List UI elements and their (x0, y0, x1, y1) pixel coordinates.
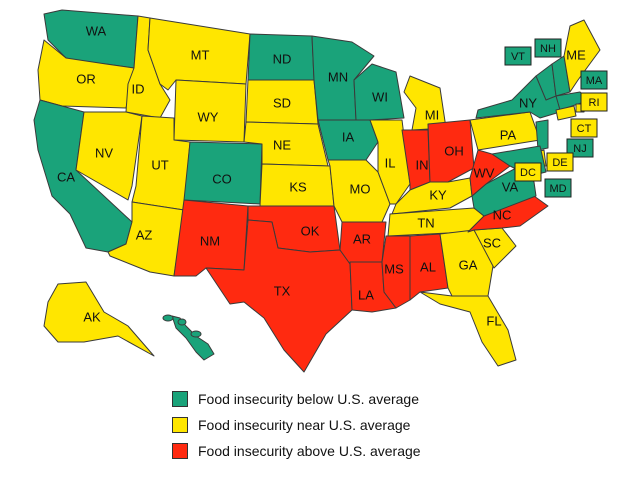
state-label-de: DE (546, 152, 574, 172)
state-label-in: IN (416, 157, 429, 172)
state-label-ri: RI (580, 92, 608, 112)
state-label-ks: KS (289, 179, 307, 194)
state-label-wa: WA (86, 23, 107, 38)
state-label-nj: NJ (566, 138, 594, 158)
svg-text:DE: DE (552, 157, 567, 169)
svg-text:MA: MA (586, 75, 603, 87)
legend: Food insecurity below U.S. average Food … (172, 388, 421, 466)
legend-swatch-near (172, 417, 188, 433)
svg-text:CT: CT (577, 123, 592, 135)
legend-swatch-below (172, 391, 188, 407)
state-label-ky: KY (429, 187, 447, 202)
state-label-mt: MT (191, 47, 210, 62)
state-label-ia: IA (342, 129, 355, 144)
legend-item-below: Food insecurity below U.S. average (172, 388, 421, 410)
state-label-sc: SC (483, 235, 501, 250)
state-label-oh: OH (444, 143, 464, 158)
legend-item-above: Food insecurity above U.S. average (172, 440, 421, 462)
state-label-nv: NV (95, 145, 113, 160)
state-label-ne: NE (273, 137, 291, 152)
legend-swatch-above (172, 443, 188, 459)
state-oh (427, 119, 475, 183)
svg-text:VT: VT (511, 51, 525, 63)
svg-text:RI: RI (589, 97, 600, 109)
state-label-id: ID (132, 81, 145, 96)
hawaii-island-1 (162, 314, 174, 322)
svg-text:NH: NH (540, 43, 556, 55)
state-label-tx: TX (274, 283, 291, 298)
state-label-al: AL (420, 259, 436, 274)
state-label-ct: CT (570, 118, 598, 138)
state-nv (75, 111, 143, 201)
state-label-mo: MO (350, 181, 371, 196)
legend-label-above: Food insecurity above U.S. average (198, 443, 421, 459)
state-label-ms: MS (384, 261, 404, 276)
state-label-ar: AR (353, 231, 371, 246)
state-label-wi: WI (372, 89, 388, 104)
state-label-co: CO (212, 171, 232, 186)
hawaii-island-2 (177, 318, 187, 326)
state-label-fl: FL (486, 313, 501, 328)
state-label-mi: MI (425, 107, 439, 122)
state-label-ma: MA (580, 70, 608, 90)
state-label-or: OR (76, 71, 96, 86)
state-label-wy: WY (198, 109, 219, 124)
svg-text:MD: MD (549, 183, 566, 195)
state-label-nc: NC (493, 207, 512, 222)
svg-text:DC: DC (520, 167, 536, 179)
state-fl (419, 291, 517, 367)
state-label-ok: OK (301, 223, 320, 238)
state-label-az: AZ (136, 227, 153, 242)
state-label-pa: PA (500, 127, 517, 142)
state-me (563, 19, 601, 93)
state-label-ut: UT (151, 157, 168, 172)
state-ct (555, 105, 577, 121)
state-label-dc: DC (514, 162, 542, 182)
state-tx (205, 219, 353, 373)
state-label-ak: AK (83, 309, 101, 324)
legend-label-below: Food insecurity below U.S. average (198, 391, 419, 407)
state-label-nh: NH (534, 38, 562, 58)
state-wi (353, 63, 405, 121)
state-label-md: MD (544, 178, 572, 198)
state-label-la: LA (358, 287, 374, 302)
state-label-ga: GA (459, 257, 478, 272)
state-label-sd: SD (273, 95, 291, 110)
state-ak (43, 281, 155, 357)
state-al (409, 233, 449, 301)
state-label-wv: WV (474, 165, 495, 180)
legend-label-near: Food insecurity near U.S. average (198, 417, 411, 433)
state-nj (535, 119, 549, 151)
state-label-il: IL (385, 155, 396, 170)
state-label-mn: MN (328, 69, 348, 84)
state-label-me: ME (566, 47, 586, 62)
hawaii-island-3 (190, 330, 202, 338)
state-label-ny: NY (519, 95, 537, 110)
legend-item-near: Food insecurity near U.S. average (172, 414, 421, 436)
state-label-vt: VT (504, 46, 532, 66)
state-label-va: VA (502, 179, 519, 194)
svg-text:NJ: NJ (573, 143, 586, 155)
state-label-tn: TN (417, 215, 434, 230)
state-label-nd: ND (273, 51, 292, 66)
state-label-nm: NM (200, 233, 220, 248)
state-label-ca: CA (57, 169, 75, 184)
